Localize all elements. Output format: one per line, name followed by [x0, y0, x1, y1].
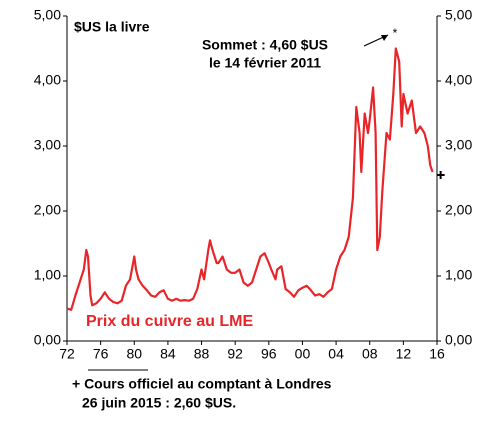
x-tick-label: 72 — [59, 346, 75, 362]
footnote: 26 juin 2015 : 2,60 $US. — [82, 395, 236, 411]
x-tick-label: 88 — [194, 346, 210, 362]
x-tick-label: 96 — [261, 346, 277, 362]
y2-tick-label: 1,00 — [445, 267, 472, 283]
point-marker — [436, 171, 445, 179]
y2-tick-label: 5,00 — [445, 7, 472, 23]
x-tick-label: 16 — [429, 346, 445, 362]
y2-tick-label: 2,00 — [445, 202, 472, 218]
line — [66, 47, 434, 311]
y2-tick-label: 4,00 — [445, 72, 472, 88]
footnote: + Cours officiel au comptant à Londres — [72, 376, 332, 392]
y-tick-label: 4,00 — [34, 72, 61, 88]
peak-star: * — [393, 26, 398, 40]
x-tick-label: 80 — [126, 346, 142, 362]
y-tick-label: 5,00 — [34, 7, 61, 23]
y-unit-label: $US la livre — [74, 19, 150, 35]
x-tick-label: 04 — [328, 346, 344, 362]
y-tick-label: 0,00 — [34, 332, 61, 348]
y-tick-label: 3,00 — [34, 137, 61, 153]
annotation: le 14 février 2011 — [209, 55, 321, 71]
y2-tick-label: 0,00 — [445, 332, 472, 348]
x-tick-label: 92 — [227, 346, 243, 362]
y2-tick-label: 3,00 — [445, 137, 472, 153]
arrowhead — [381, 35, 388, 41]
y-tick-label: 2,00 — [34, 202, 61, 218]
y-tick-label: 1,00 — [34, 267, 61, 283]
x-tick-label: 00 — [295, 346, 311, 362]
x-tick-label: 08 — [362, 346, 378, 362]
x-tick-label: 84 — [160, 346, 176, 362]
series-label: Prix du cuivre au LME — [86, 313, 253, 330]
x-tick-label: 12 — [396, 346, 412, 362]
x-tick-label: 76 — [93, 346, 109, 362]
annotation: Sommet : 4,60 $US — [202, 37, 328, 53]
